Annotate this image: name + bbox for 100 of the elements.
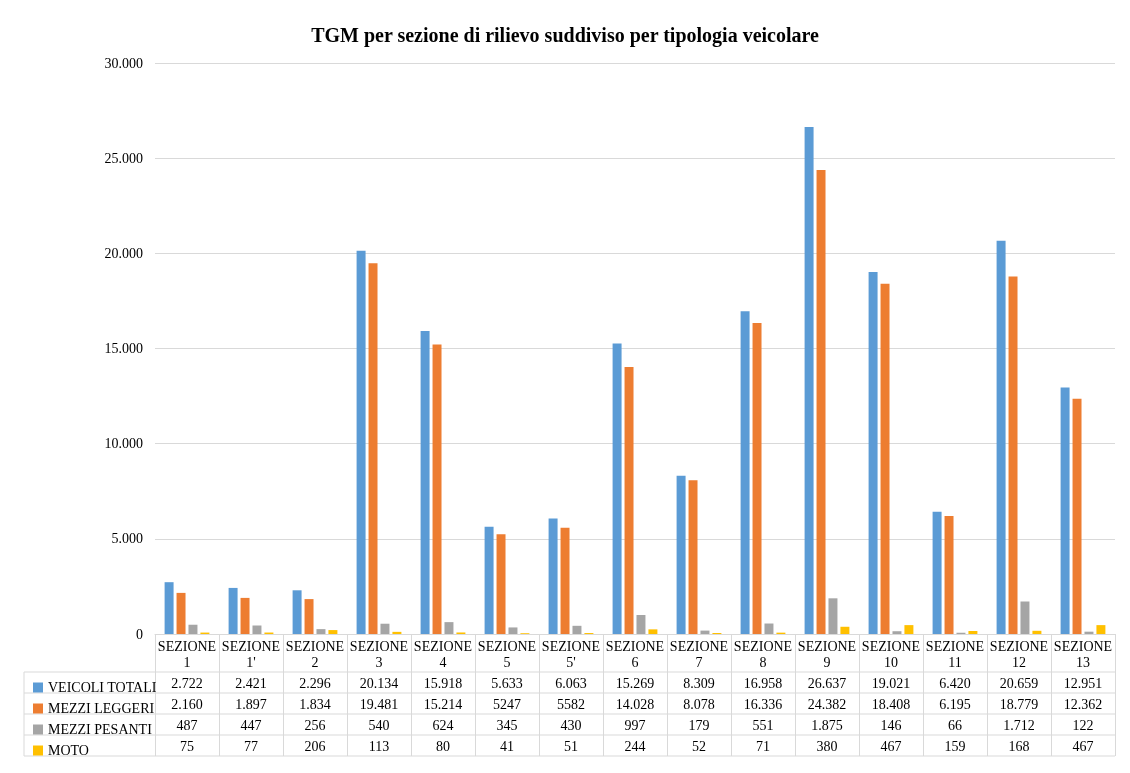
data-label: 206	[304, 739, 326, 754]
bar	[572, 625, 582, 634]
data-label: 20.659	[999, 676, 1039, 691]
data-label: 52	[692, 739, 706, 754]
data-label: 540	[368, 718, 390, 733]
data-label: 179	[688, 718, 710, 733]
data-label: 6.420	[939, 676, 971, 691]
x-tick-label: SEZIONE 9	[797, 638, 857, 670]
x-tick-label: SEZIONE 10	[861, 638, 921, 670]
data-label: 256	[304, 718, 326, 733]
bar	[252, 625, 262, 634]
bar	[228, 587, 238, 634]
bar	[816, 169, 826, 634]
bar	[420, 331, 430, 634]
bar	[676, 475, 686, 634]
bar	[496, 534, 506, 634]
bar	[996, 240, 1006, 634]
bar	[508, 627, 518, 634]
bar	[560, 527, 570, 634]
data-label: 71	[756, 739, 770, 754]
data-label: 77	[244, 739, 258, 754]
bar	[292, 590, 302, 634]
x-tick-label: SEZIONE 12	[989, 638, 1049, 670]
y-tick-label: 20.000	[104, 245, 143, 261]
data-label: 5.633	[491, 676, 523, 691]
legend-label: MOTO	[48, 743, 89, 758]
bar	[880, 283, 890, 634]
data-label: 26.637	[807, 676, 847, 691]
bar	[612, 343, 622, 634]
data-label: 168	[1008, 739, 1030, 754]
data-label: 467	[1072, 739, 1094, 754]
data-label: 244	[624, 739, 646, 754]
data-label: 551	[752, 718, 774, 733]
data-label: 6.063	[555, 676, 587, 691]
x-tick-label: SEZIONE 3	[349, 638, 409, 670]
data-label: 113	[368, 739, 390, 754]
data-label: 41	[500, 739, 514, 754]
bar	[484, 526, 494, 634]
x-tick-label: SEZIONE 11	[925, 638, 985, 670]
x-tick-label: SEZIONE 6	[605, 638, 665, 670]
bar	[892, 631, 902, 634]
data-label: 19.021	[871, 676, 911, 691]
data-label: 15.269	[615, 676, 655, 691]
data-label: 2.296	[299, 676, 331, 691]
bar	[804, 127, 814, 634]
data-label: 8.309	[683, 676, 715, 691]
data-label: 19.481	[359, 697, 399, 712]
data-label: 8.078	[683, 697, 715, 712]
y-tick-label: 30.000	[104, 55, 143, 71]
bar	[764, 623, 774, 634]
bar	[828, 598, 838, 634]
x-tick-label: SEZIONE 2	[285, 638, 345, 670]
bar	[740, 311, 750, 634]
data-label: 75	[180, 739, 194, 754]
bar	[356, 250, 366, 634]
data-label: 80	[436, 739, 450, 754]
bar	[240, 597, 250, 634]
bar	[932, 511, 942, 634]
data-label: 5247	[493, 697, 521, 712]
bar	[368, 263, 378, 634]
bar	[868, 271, 878, 634]
data-label: 18.408	[871, 697, 911, 712]
bar	[944, 516, 954, 634]
bar	[316, 629, 326, 634]
x-tick-label: SEZIONE 1	[157, 638, 217, 670]
bar	[968, 630, 978, 634]
bar	[1020, 601, 1030, 634]
x-tick-label: SEZIONE 7	[669, 638, 729, 670]
data-label: 2.421	[235, 676, 267, 691]
bar	[392, 631, 402, 634]
data-label: 2.722	[171, 676, 203, 691]
bar	[1008, 276, 1018, 634]
bar	[1060, 387, 1070, 634]
bar	[636, 615, 646, 634]
legend-label: MEZZI PESANTI	[48, 722, 153, 737]
data-label: 2.160	[171, 697, 203, 712]
bar	[164, 582, 174, 634]
x-tick-label: SEZIONE 5'	[541, 638, 601, 670]
data-label: 5582	[557, 697, 585, 712]
bar	[444, 622, 454, 634]
legend-label: VEICOLI TOTALI	[48, 680, 157, 695]
bar	[380, 623, 390, 634]
data-label: 1.712	[1003, 718, 1035, 733]
data-label: 15.214	[423, 697, 463, 712]
data-label: 20.134	[359, 676, 399, 691]
bar	[1072, 398, 1082, 634]
y-tick-label: 0	[136, 626, 143, 642]
bar	[904, 625, 914, 634]
bar	[304, 599, 314, 634]
data-label: 447	[240, 718, 262, 733]
x-tick-label: SEZIONE 5	[477, 638, 537, 670]
data-label: 14.028	[615, 697, 655, 712]
bar	[1032, 630, 1042, 634]
data-label: 146	[880, 718, 902, 733]
bar	[432, 344, 442, 634]
data-label: 12.951	[1063, 676, 1103, 691]
bar	[648, 629, 658, 634]
chart-title: TGM per sezione di rilievo suddiviso per tipologia veicolare	[311, 24, 819, 47]
data-label: 430	[560, 718, 582, 733]
bar	[688, 480, 698, 634]
